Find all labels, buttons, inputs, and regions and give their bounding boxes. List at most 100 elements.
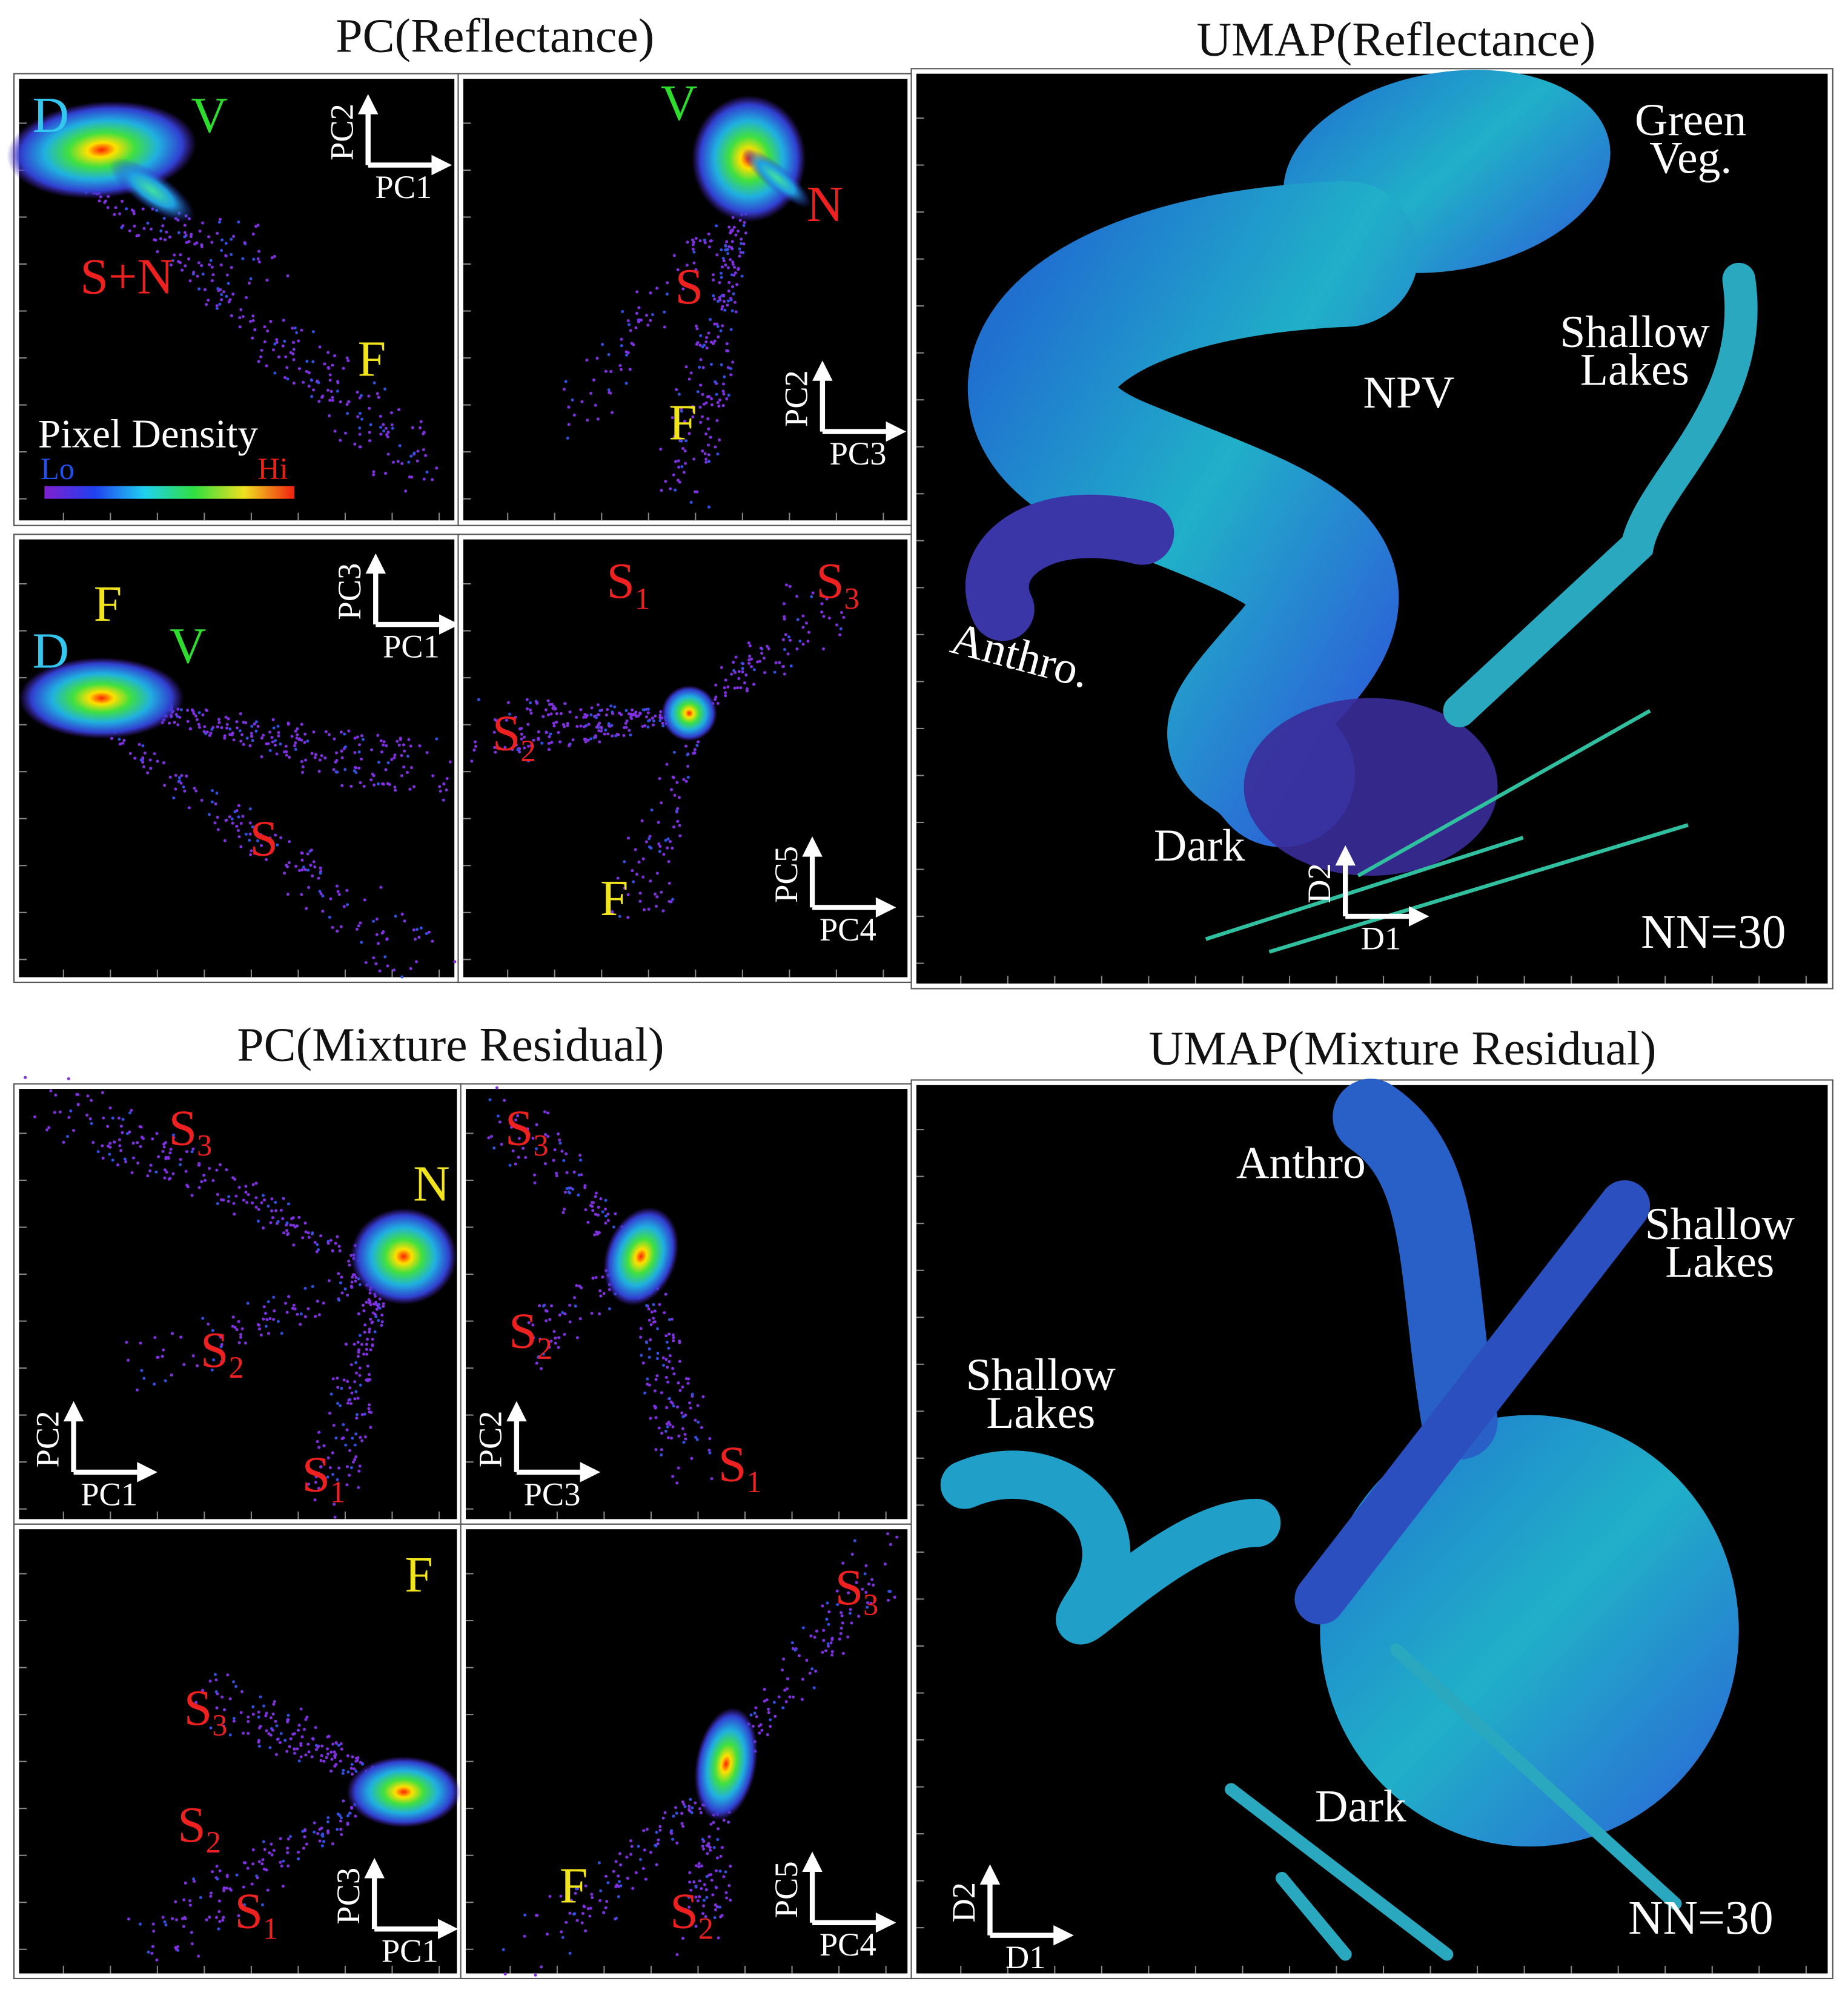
density-point (565, 1920, 568, 1924)
density-point (714, 698, 717, 701)
density-point (326, 1816, 330, 1820)
density-point (694, 1435, 698, 1439)
density-point (763, 1699, 766, 1703)
density-point (773, 1714, 777, 1718)
density-point (591, 1896, 594, 1900)
density-point (389, 411, 394, 415)
density-point (368, 1403, 371, 1407)
density-point (297, 1215, 301, 1219)
density-point (49, 1089, 53, 1093)
density-point (318, 758, 322, 762)
density-point (604, 1214, 608, 1218)
density-point (345, 1428, 349, 1432)
density-point (331, 1451, 334, 1455)
density-point (404, 489, 408, 493)
density-point (620, 344, 623, 348)
density-point (424, 454, 428, 457)
density-point (649, 1851, 652, 1854)
density-point (121, 1131, 124, 1134)
density-point (781, 1706, 785, 1710)
density-point (123, 1157, 127, 1161)
density-point (604, 1198, 608, 1202)
density-point (694, 1896, 698, 1899)
density-point (615, 733, 619, 736)
density-point (240, 733, 243, 736)
label-text: S (234, 1883, 263, 1940)
density-point (722, 293, 726, 297)
density-point (268, 836, 272, 840)
density-point (706, 443, 710, 447)
density-point (673, 434, 677, 438)
density-point (240, 1690, 243, 1693)
density-point (559, 712, 563, 715)
y-axis-label: PC2 (778, 370, 815, 427)
density-point (149, 1163, 153, 1167)
density-point (706, 1852, 709, 1856)
density-point (201, 713, 205, 717)
density-point (168, 775, 172, 779)
density-point (745, 689, 749, 693)
density-point (402, 743, 405, 747)
density-point (253, 328, 257, 332)
density-point (660, 1448, 663, 1452)
density-point (291, 1733, 295, 1736)
density-point (470, 759, 474, 763)
density-point (316, 1243, 319, 1246)
density-point (655, 1863, 658, 1866)
density-point (400, 913, 404, 916)
density-point (209, 1891, 213, 1895)
density-point (216, 816, 219, 819)
density-point (708, 1437, 712, 1441)
density-point (580, 400, 584, 403)
density-point (251, 232, 255, 236)
density-point (288, 1745, 291, 1748)
density-point (311, 1231, 314, 1235)
density-point (293, 1307, 297, 1311)
density-point (131, 1142, 135, 1145)
density-point (331, 1377, 335, 1381)
x-axis-label: D1 (1005, 1939, 1046, 1975)
density-point (563, 725, 566, 729)
density-point (346, 359, 350, 363)
density-point (893, 1595, 896, 1599)
density-point (200, 243, 204, 246)
density-point (216, 286, 220, 290)
density-point (173, 253, 176, 257)
density-point (314, 753, 317, 756)
density-point (365, 1343, 368, 1346)
density-point (579, 708, 583, 712)
density-point (126, 1358, 130, 1362)
region-label: F (405, 1547, 433, 1603)
density-point (372, 1302, 376, 1306)
density-point (353, 442, 357, 446)
density-point (583, 738, 586, 741)
label-text: S (184, 1680, 213, 1736)
density-point (538, 1337, 542, 1341)
density-point (247, 1193, 250, 1197)
density-point (422, 477, 426, 481)
density-point (243, 1341, 247, 1345)
density-point (731, 260, 735, 264)
density-point (565, 1187, 569, 1191)
density-point (290, 735, 294, 738)
density-point (595, 1230, 598, 1234)
density-point (282, 1859, 285, 1863)
density-point (384, 768, 388, 772)
x-axis-label: PC1 (375, 168, 432, 205)
density-point (363, 1323, 367, 1327)
density-point (386, 761, 390, 765)
density-point (718, 296, 721, 300)
density-point (333, 737, 336, 741)
density-point (431, 939, 434, 943)
density-point (682, 1441, 686, 1444)
density-point (557, 1346, 560, 1349)
density-point (725, 1896, 729, 1900)
density-point (726, 248, 729, 251)
density-point (701, 1912, 705, 1916)
density-point (382, 423, 385, 426)
density-point (726, 252, 730, 256)
density-point (765, 1698, 769, 1702)
density-point (664, 1430, 667, 1433)
density-point (729, 1899, 732, 1902)
density-point (793, 1648, 797, 1652)
